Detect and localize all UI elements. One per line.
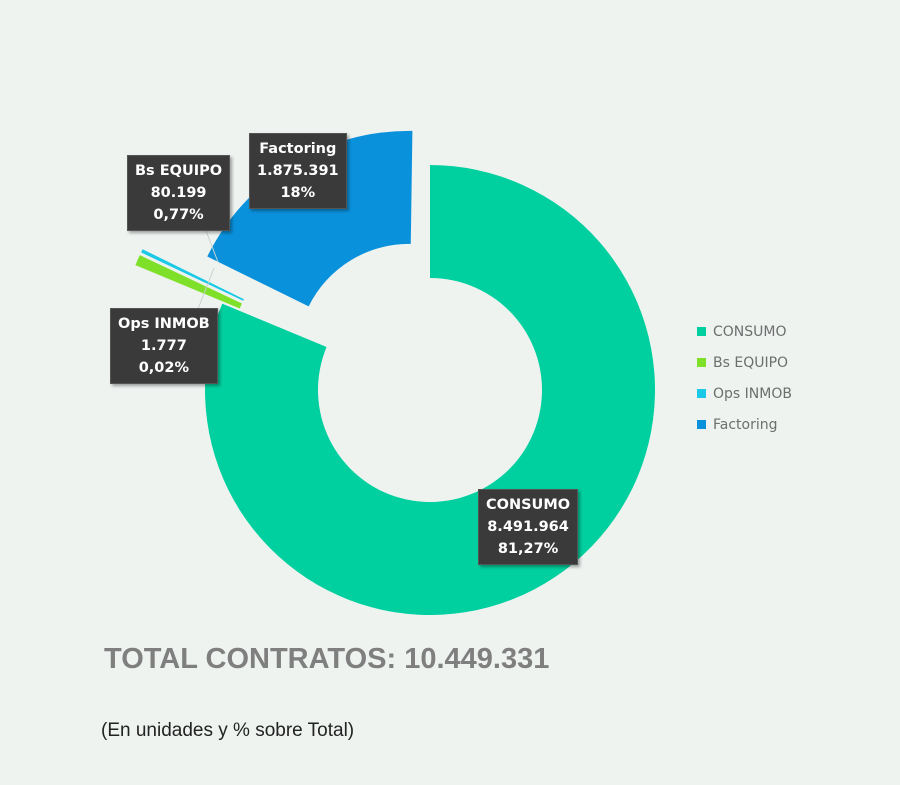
label-consumo-percent: 81,27% bbox=[497, 541, 559, 557]
legend-swatch-ops-inmob bbox=[697, 389, 706, 398]
label-bs-equipo-name: Bs EQUIPO bbox=[135, 163, 223, 179]
legend-item-bs-equipo[interactable]: Bs EQUIPO bbox=[697, 347, 792, 378]
label-factoring: Factoring 1.875.391 18% bbox=[249, 133, 347, 209]
label-ops-inmob-value: 1.777 bbox=[140, 338, 187, 354]
slice-factoring bbox=[207, 130, 413, 307]
slice-bs-equipo bbox=[135, 255, 242, 309]
label-bs-equipo-percent: 0,77% bbox=[153, 207, 204, 223]
label-ops-inmob: Ops INMOB 1.777 0,02% bbox=[110, 308, 218, 384]
label-bs-equipo: Bs EQUIPO 80.199 0,77% bbox=[127, 155, 231, 231]
label-bs-equipo-value: 80.199 bbox=[150, 185, 207, 201]
chart-legend: CONSUMO Bs EQUIPO Ops INMOB Factoring bbox=[697, 316, 792, 440]
legend-label-bs-equipo: Bs EQUIPO bbox=[713, 354, 789, 371]
total-contracts: TOTAL CONTRATOS: 10.449.331 bbox=[104, 643, 550, 675]
legend-item-ops-inmob[interactable]: Ops INMOB bbox=[697, 378, 792, 409]
label-consumo: CONSUMO 8.491.964 81,27% bbox=[478, 489, 579, 565]
legend-item-consumo[interactable]: CONSUMO bbox=[697, 316, 792, 347]
slice-ops-inmob bbox=[141, 249, 244, 301]
legend-swatch-factoring bbox=[697, 420, 706, 429]
legend-label-ops-inmob: Ops INMOB bbox=[713, 385, 792, 402]
units-note: (En unidades y % sobre Total) bbox=[101, 720, 355, 741]
label-factoring-percent: 18% bbox=[280, 185, 316, 201]
label-ops-inmob-percent: 0,02% bbox=[138, 360, 190, 376]
label-factoring-name: Factoring bbox=[259, 141, 337, 157]
legend-label-consumo: CONSUMO bbox=[713, 323, 787, 340]
legend-item-factoring[interactable]: Factoring bbox=[697, 409, 792, 440]
label-consumo-value: 8.491.964 bbox=[487, 519, 569, 535]
label-ops-inmob-name: Ops INMOB bbox=[118, 316, 210, 332]
legend-label-factoring: Factoring bbox=[713, 416, 778, 433]
label-factoring-value: 1.875.391 bbox=[257, 163, 339, 179]
legend-swatch-consumo bbox=[697, 327, 706, 336]
label-consumo-name: CONSUMO bbox=[486, 497, 571, 513]
leader-line bbox=[204, 227, 219, 263]
legend-swatch-bs-equipo bbox=[697, 358, 706, 367]
